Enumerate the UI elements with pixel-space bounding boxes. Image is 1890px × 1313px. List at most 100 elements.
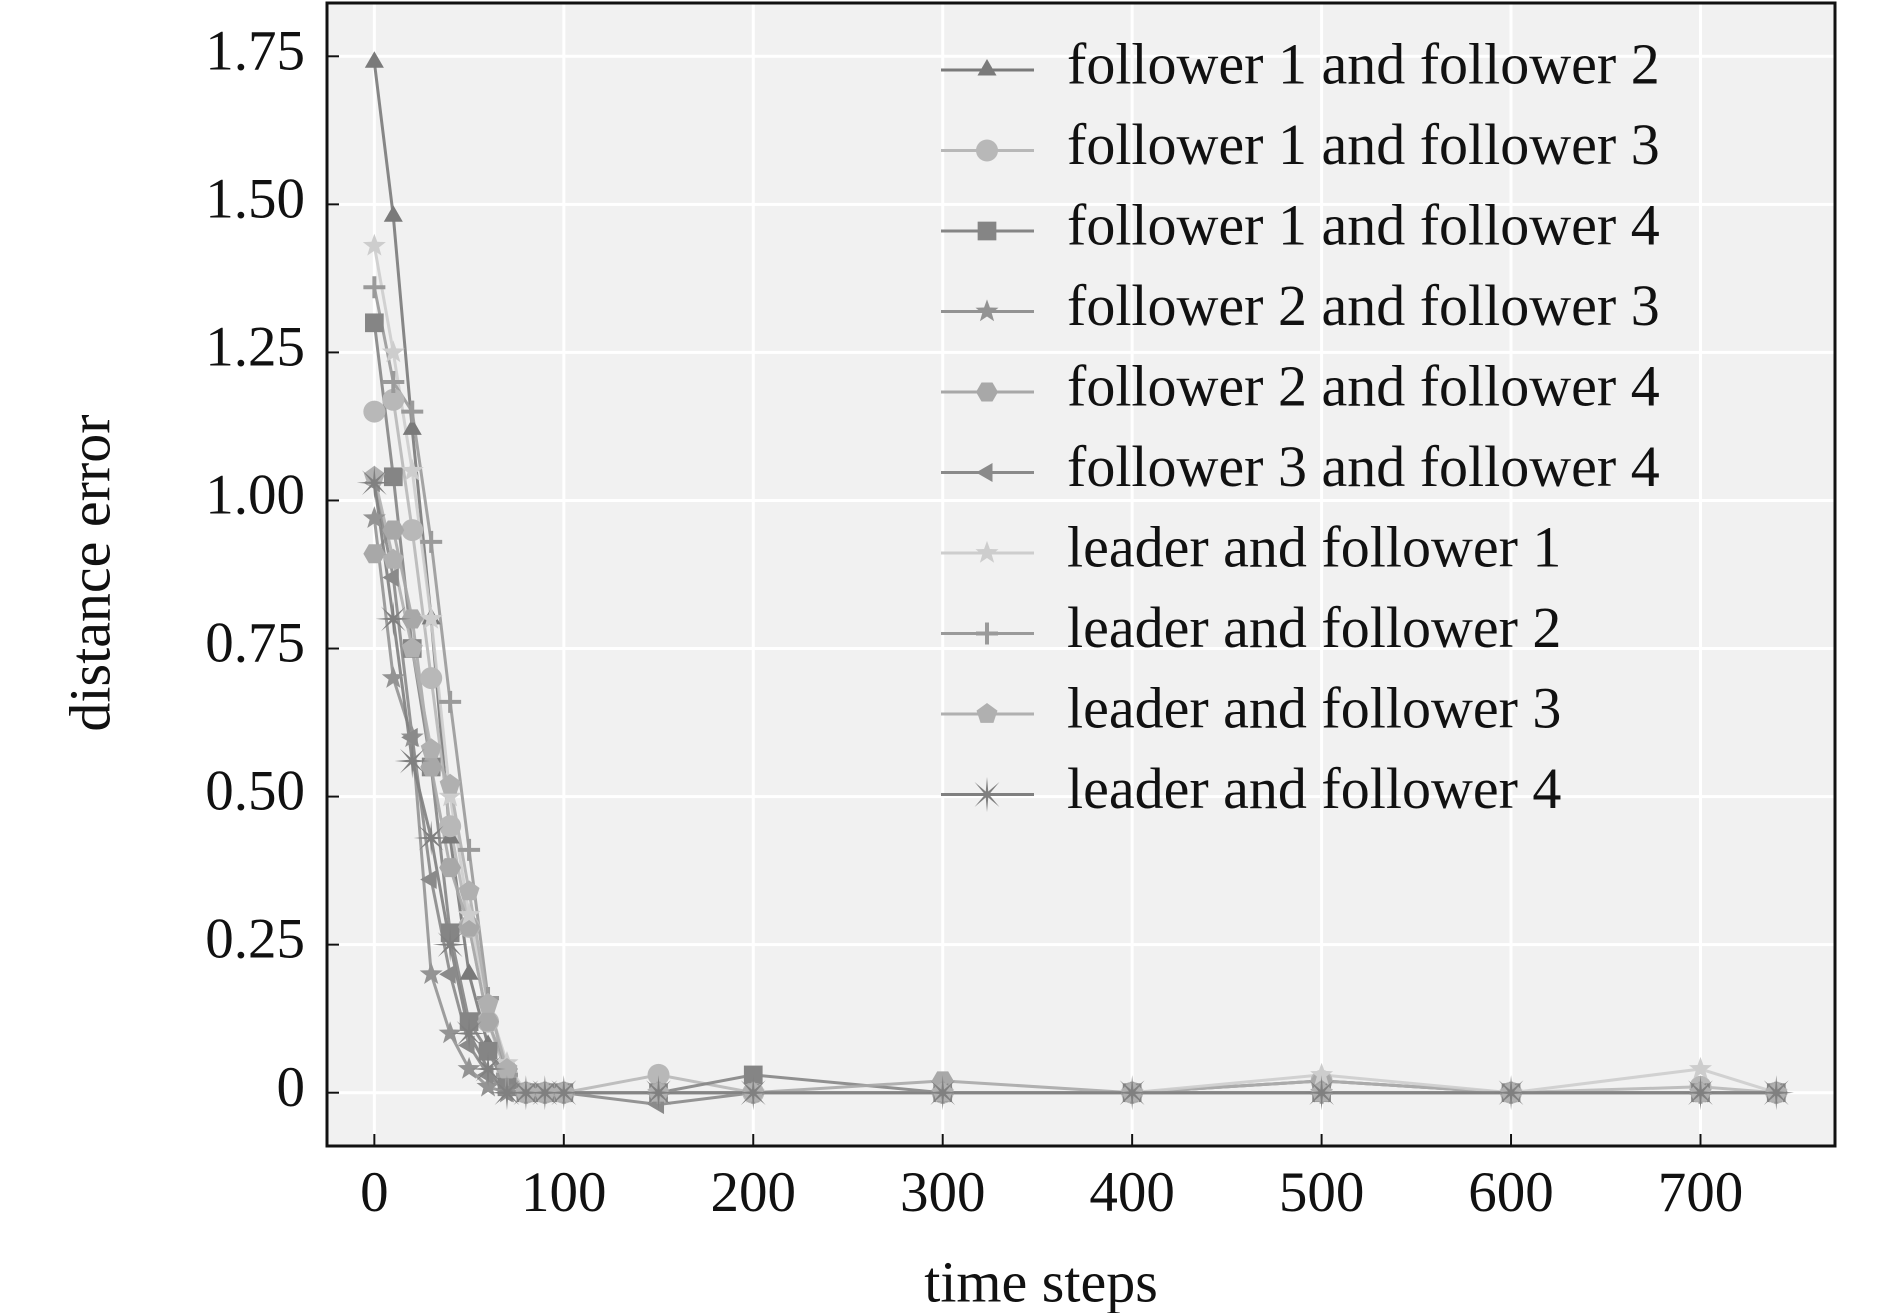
marker bbox=[363, 544, 386, 564]
y-tick-label: 0.25 bbox=[205, 908, 305, 971]
marker bbox=[470, 1051, 506, 1087]
marker bbox=[420, 530, 443, 553]
y-tick-label: 0.50 bbox=[205, 760, 305, 823]
marker bbox=[1758, 1075, 1794, 1111]
legend-marker bbox=[969, 776, 1005, 813]
legend-marker bbox=[976, 139, 998, 162]
marker bbox=[743, 1065, 763, 1085]
series-layer bbox=[356, 51, 1794, 1115]
marker bbox=[420, 869, 437, 890]
marker bbox=[375, 601, 411, 637]
marker bbox=[439, 815, 462, 838]
marker bbox=[419, 962, 443, 985]
marker bbox=[439, 858, 462, 878]
marker bbox=[400, 458, 424, 481]
marker bbox=[401, 519, 424, 542]
marker bbox=[1114, 1075, 1150, 1111]
marker bbox=[420, 757, 443, 777]
legend-label: follower 3 and follower 4 bbox=[1067, 434, 1660, 499]
y-tick-label: 1.50 bbox=[205, 167, 305, 230]
x-tick-label: 400 bbox=[1089, 1161, 1175, 1224]
marker bbox=[527, 1075, 563, 1111]
marker bbox=[458, 1035, 475, 1055]
x-tick-label: 200 bbox=[711, 1161, 797, 1224]
y-axis-label: distance error bbox=[57, 414, 122, 731]
marker bbox=[458, 838, 481, 861]
marker bbox=[365, 313, 384, 333]
x-tick-label: 700 bbox=[1658, 1161, 1744, 1224]
marker bbox=[382, 548, 404, 569]
marker bbox=[401, 609, 424, 629]
marker bbox=[382, 371, 405, 394]
marker bbox=[382, 567, 399, 587]
x-tick-label: 100 bbox=[521, 1161, 607, 1224]
marker bbox=[420, 667, 443, 690]
marker bbox=[439, 964, 456, 984]
marker bbox=[356, 465, 392, 501]
legend-label: follower 2 and follower 4 bbox=[1067, 353, 1660, 418]
marker bbox=[419, 606, 443, 629]
marker bbox=[735, 1075, 771, 1111]
marker bbox=[401, 637, 423, 658]
x-tick-label: 500 bbox=[1279, 1161, 1365, 1224]
x-tick-label: 0 bbox=[360, 1161, 389, 1224]
legend-label: follower 1 and follower 4 bbox=[1067, 192, 1660, 257]
plot-frame bbox=[325, 1, 1837, 1148]
legend-marker bbox=[975, 540, 999, 563]
y-tick-label: 0 bbox=[277, 1056, 306, 1119]
marker bbox=[439, 773, 461, 794]
legend-marker bbox=[977, 59, 997, 76]
marker bbox=[363, 276, 386, 299]
legend-marker bbox=[975, 299, 999, 322]
marker bbox=[458, 880, 480, 901]
y-tick-label: 1.75 bbox=[205, 19, 305, 82]
legend-label: leader and follower 1 bbox=[1067, 514, 1561, 579]
marker bbox=[364, 51, 384, 68]
marker bbox=[362, 233, 386, 256]
y-tick-label: 1.25 bbox=[205, 315, 305, 378]
marker bbox=[381, 666, 405, 688]
legend-label: follower 1 and follower 2 bbox=[1067, 31, 1660, 96]
marker bbox=[382, 520, 405, 540]
marker bbox=[508, 1075, 544, 1111]
marker bbox=[383, 205, 403, 222]
marker bbox=[382, 388, 405, 411]
x-axis-label: time steps bbox=[924, 1249, 1158, 1313]
legend-label: leader and follower 4 bbox=[1067, 756, 1561, 821]
legend-marker bbox=[976, 382, 998, 402]
legend-label: leader and follower 2 bbox=[1067, 595, 1561, 660]
marker bbox=[925, 1075, 961, 1111]
marker bbox=[381, 340, 405, 363]
x-tick-label: 600 bbox=[1468, 1161, 1554, 1224]
legend-marker bbox=[977, 221, 997, 241]
y-tick-label: 1.00 bbox=[205, 464, 305, 527]
marker bbox=[459, 963, 479, 980]
marker bbox=[489, 1075, 525, 1111]
marker bbox=[478, 1041, 498, 1061]
marker bbox=[477, 992, 499, 1013]
plot-background bbox=[327, 3, 1835, 1146]
marker bbox=[1682, 1075, 1719, 1111]
legend-label: follower 2 and follower 3 bbox=[1067, 273, 1660, 338]
marker bbox=[546, 1075, 582, 1111]
marker bbox=[496, 1058, 518, 1078]
legend-label: leader and follower 3 bbox=[1067, 675, 1561, 740]
marker bbox=[1493, 1075, 1529, 1111]
marker bbox=[438, 784, 462, 807]
marker bbox=[413, 820, 449, 856]
legend-label: follower 1 and follower 3 bbox=[1067, 112, 1660, 177]
x-tick-label: 300 bbox=[900, 1161, 986, 1224]
marker bbox=[647, 1063, 670, 1086]
marker bbox=[1303, 1075, 1340, 1111]
marker bbox=[420, 738, 442, 759]
legend-marker bbox=[976, 622, 998, 645]
marker bbox=[401, 727, 418, 747]
marker bbox=[457, 1056, 481, 1079]
marker bbox=[401, 400, 424, 423]
marker bbox=[383, 467, 403, 487]
marker bbox=[363, 400, 386, 423]
legend-marker bbox=[976, 462, 993, 483]
marker bbox=[438, 1021, 462, 1044]
marker bbox=[640, 1075, 677, 1111]
